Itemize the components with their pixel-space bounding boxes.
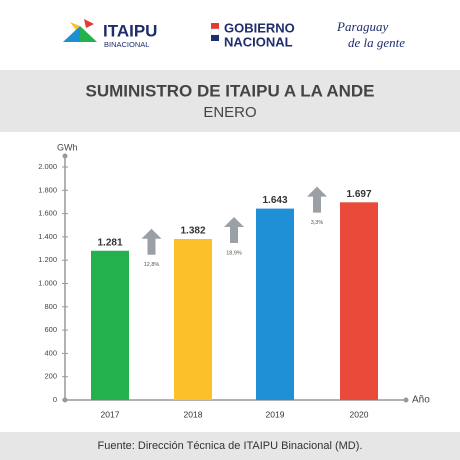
growth-label: 12,8%	[144, 262, 160, 268]
y-tick-label: 200	[44, 372, 57, 381]
growth-label: 18,9%	[226, 250, 242, 256]
y-axis-label: GWh	[57, 142, 78, 152]
logo-text: ITAIPU	[103, 21, 157, 40]
title-band	[0, 70, 460, 132]
logo-text: NACIONAL	[224, 34, 293, 49]
logo-text: de la gente	[348, 35, 405, 50]
value-label: 1.281	[97, 237, 122, 248]
bar	[91, 250, 129, 400]
x-tick-label: 2017	[101, 409, 120, 419]
logo-text: Paraguay	[336, 19, 389, 34]
axis-end	[62, 153, 68, 159]
growth-arrow	[307, 186, 327, 213]
y-tick-label: 0	[53, 395, 57, 404]
bar	[256, 208, 294, 400]
x-tick-label: 2018	[184, 409, 203, 419]
y-tick-label: 1.600	[38, 209, 57, 218]
gobierno-logo: GOBIERNO NACIONAL	[210, 20, 295, 49]
x-axis-label: Año	[412, 395, 430, 406]
y-tick-label: 1.400	[38, 232, 57, 241]
bar	[340, 202, 378, 400]
footer-band	[0, 432, 460, 460]
axis-end	[403, 397, 409, 403]
chart-title: SUMINISTRO DE ITAIPU A LA ANDE	[86, 81, 375, 100]
y-tick-label: 2.000	[38, 162, 57, 171]
y-tick-label: 1.800	[38, 185, 57, 194]
growth-arrow	[224, 216, 244, 243]
logo-text: GOBIERNO	[224, 20, 295, 35]
chart-subtitle: ENERO	[203, 104, 256, 121]
y-tick-label: 1.200	[38, 255, 57, 264]
paraguay-logo: Paraguay de la gente	[336, 19, 405, 50]
itaipu-logo: ITAIPU BINACIONAL	[63, 19, 157, 49]
y-tick-label: 600	[44, 325, 57, 334]
value-label: 1.643	[262, 195, 287, 206]
y-tick-label: 800	[44, 302, 57, 311]
x-tick-label: 2019	[266, 409, 285, 419]
growth-arrow	[141, 228, 162, 255]
y-tick-label: 400	[44, 348, 57, 357]
value-label: 1.382	[180, 226, 205, 237]
growth-label: 3,3%	[311, 220, 324, 226]
value-label: 1.697	[346, 189, 371, 200]
y-tick-label: 1.000	[38, 278, 57, 287]
x-tick-label: 2020	[350, 409, 369, 419]
logo-text: BINACIONAL	[104, 40, 149, 49]
bar	[174, 238, 212, 400]
source: Fuente: Dirección Técnica de ITAIPU Bina…	[98, 440, 363, 452]
